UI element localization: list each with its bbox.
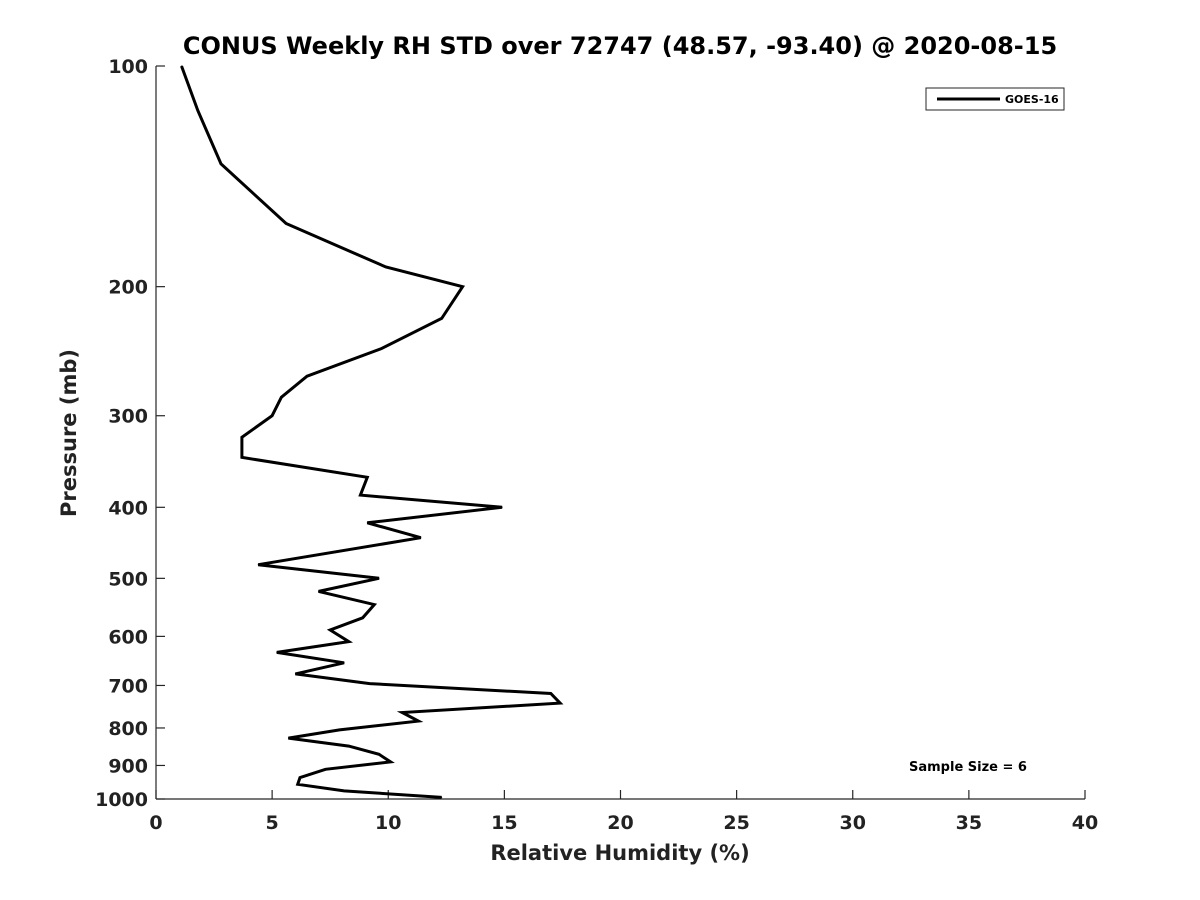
series-group xyxy=(180,65,564,799)
data-point xyxy=(297,783,299,785)
data-point xyxy=(501,506,503,508)
data-point xyxy=(241,436,243,438)
series-line-goes-16 xyxy=(180,65,564,799)
data-point xyxy=(366,522,368,524)
data-point xyxy=(285,223,287,224)
data-point xyxy=(385,266,387,268)
data-point xyxy=(257,564,259,566)
data-point xyxy=(287,737,289,739)
data-point xyxy=(348,641,350,643)
axes xyxy=(155,66,1085,800)
x-tick-label-15: 15 xyxy=(491,812,517,834)
data-point xyxy=(420,537,422,539)
x-tick-label-5: 5 xyxy=(266,812,279,834)
data-point xyxy=(441,796,443,798)
x-tick-label-25: 25 xyxy=(723,812,749,834)
data-point xyxy=(417,720,419,722)
legend-label-goes-16: GOES-16 xyxy=(1005,93,1059,106)
data-point xyxy=(343,790,345,792)
data-point xyxy=(378,753,380,755)
data-point xyxy=(271,415,273,417)
y-axis-label: Pressure (mb) xyxy=(57,349,81,517)
y-tick-label-900: 900 xyxy=(108,755,148,777)
y-tick-label-200: 200 xyxy=(108,277,148,299)
data-point xyxy=(318,590,320,592)
x-tick-label-0: 0 xyxy=(149,812,162,834)
x-tick-label-30: 30 xyxy=(840,812,866,834)
data-point xyxy=(220,163,222,165)
data-point xyxy=(299,777,301,779)
data-point xyxy=(362,617,364,619)
y-tick-label-1000: 1000 xyxy=(95,789,148,811)
data-point xyxy=(373,604,375,606)
y-tick-label-500: 500 xyxy=(108,568,148,590)
data-point xyxy=(550,693,552,694)
y-tick-label-100: 100 xyxy=(108,56,148,78)
data-point xyxy=(294,673,296,675)
y-tick-label-300: 300 xyxy=(108,406,148,428)
data-point xyxy=(390,761,392,763)
y-tick-label-800: 800 xyxy=(108,718,148,740)
data-point xyxy=(197,110,199,111)
data-point xyxy=(559,702,561,704)
data-point xyxy=(359,494,361,496)
sample-size-annotation: Sample Size = 6 xyxy=(909,760,1027,775)
data-point xyxy=(369,683,371,685)
data-point xyxy=(325,768,326,770)
x-ticks: 0 5 10 15 20 25 30 35 40 xyxy=(149,790,1098,834)
legend: GOES-16 xyxy=(925,87,1065,111)
y-tick-label-700: 700 xyxy=(108,675,148,697)
chart-title: CONUS Weekly RH STD over 72747 (48.57, -… xyxy=(183,32,1057,60)
y-tick-label-400: 400 xyxy=(108,497,148,519)
x-tick-label-10: 10 xyxy=(375,812,401,834)
data-point xyxy=(378,577,380,579)
data-point xyxy=(366,476,368,478)
data-point xyxy=(339,729,340,731)
data-point xyxy=(181,65,182,67)
x-tick-label-20: 20 xyxy=(607,812,633,834)
data-point xyxy=(280,396,282,398)
data-point xyxy=(348,745,350,747)
data-point xyxy=(401,712,403,713)
data-point xyxy=(241,456,243,458)
y-tick-label-600: 600 xyxy=(108,626,148,648)
data-point xyxy=(343,662,345,664)
data-point xyxy=(306,375,308,377)
x-tick-label-35: 35 xyxy=(956,812,982,834)
x-tick-label-40: 40 xyxy=(1072,812,1098,834)
data-point xyxy=(380,348,382,350)
data-point xyxy=(462,286,464,288)
data-point xyxy=(329,629,331,631)
x-axis-label: Relative Humidity (%) xyxy=(490,841,749,865)
data-point xyxy=(441,317,443,319)
y-ticks: 100 200 300 400 500 600 700 800 900 1000 xyxy=(95,56,165,811)
data-point xyxy=(276,651,278,653)
